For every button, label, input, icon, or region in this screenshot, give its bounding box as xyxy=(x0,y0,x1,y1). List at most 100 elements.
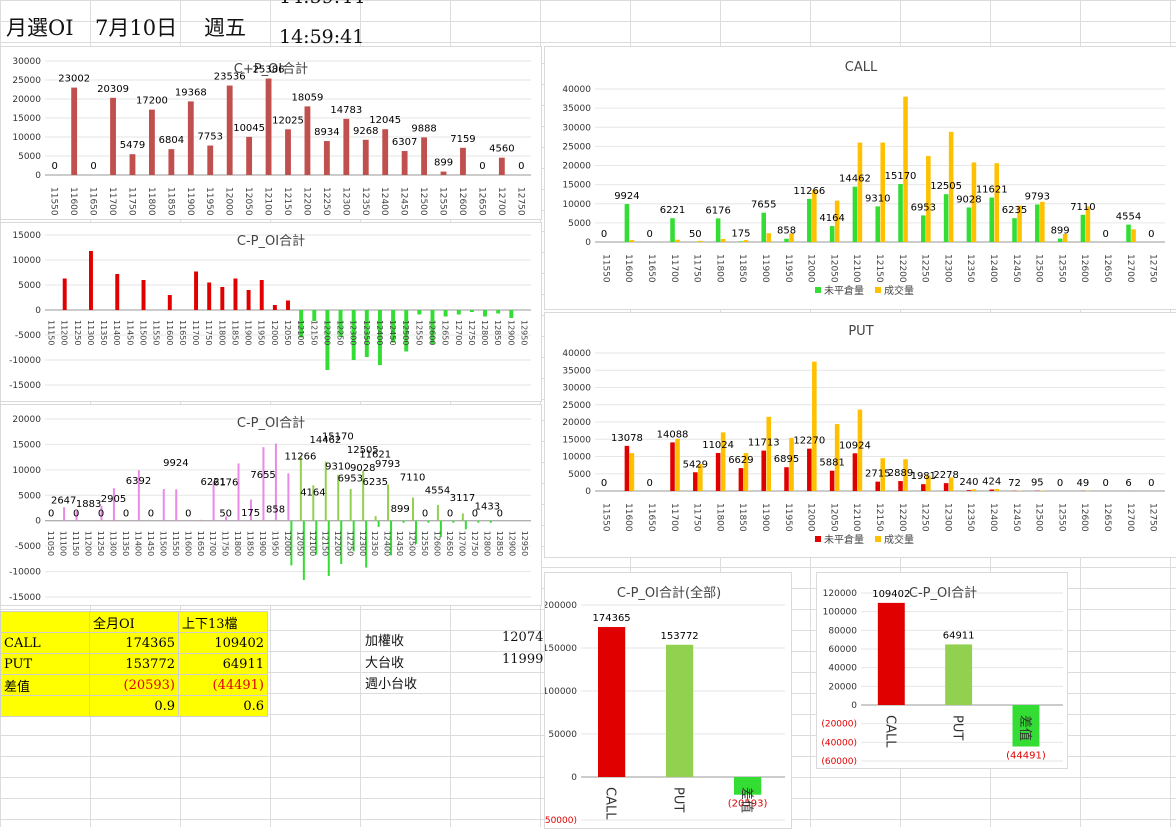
data-label: 7655 xyxy=(751,200,776,211)
data-label: 12270 xyxy=(793,436,825,447)
x-tick-label: 12600 xyxy=(1079,503,1089,532)
x-tick-label: 11850 xyxy=(737,503,747,532)
x-tick-label: 11050 xyxy=(46,531,55,556)
data-label: 11713 xyxy=(748,438,780,449)
time-label: 14:59:41 xyxy=(279,26,364,48)
data-label: 7110 xyxy=(1070,202,1095,213)
cell-value[interactable]: 174365 xyxy=(90,633,179,654)
cell-value[interactable]: 0.6 xyxy=(179,696,268,717)
legend-swatch xyxy=(875,287,881,293)
x-tick-label: 11750 xyxy=(204,320,213,345)
y-tick-label: 10000 xyxy=(12,466,41,476)
data-label: 899 xyxy=(391,504,410,515)
legend-label: 成交量 xyxy=(884,533,914,546)
y-tick-label: 40000 xyxy=(562,85,591,95)
x-tick-label: 12550 xyxy=(1056,503,1066,532)
x-tick-label: 12150 xyxy=(874,503,884,532)
x-tick-label: 12550 xyxy=(438,187,448,216)
side-value[interactable]: 12074 xyxy=(502,630,543,645)
bar xyxy=(477,521,479,523)
cell-value[interactable]: 109402 xyxy=(179,633,268,654)
x-tick-label: 11550 xyxy=(171,531,180,556)
x-tick-label: 11600 xyxy=(165,320,174,345)
bar xyxy=(675,240,680,242)
x-tick-label: 12050 xyxy=(283,320,292,345)
x-tick-label: 12000 xyxy=(806,254,816,283)
x-tick-label: 12500 xyxy=(408,531,417,556)
x-tick-label: 11750 xyxy=(126,187,136,216)
x-tick-label: 11100 xyxy=(59,531,68,556)
x-tick-label: 11600 xyxy=(183,531,192,556)
cell-value[interactable]: (20593) xyxy=(90,675,179,696)
cell-value[interactable]: 64911 xyxy=(179,654,268,675)
bar xyxy=(945,644,972,705)
chart-c-minus-p-all[interactable]: 200000150000100000500000(50000)C-P_OI合計(… xyxy=(544,572,792,829)
data-label: 0 xyxy=(98,509,104,520)
data-label: 2715 xyxy=(865,469,890,480)
x-tick-label: 11650 xyxy=(196,531,205,556)
bar xyxy=(462,513,464,520)
x-tick-label: 12150 xyxy=(320,531,329,556)
bar xyxy=(324,141,330,175)
y-tick-label: 0 xyxy=(571,773,577,783)
chart-title: C-P_OI合計 xyxy=(237,415,305,431)
x-tick-label: 12250 xyxy=(321,187,331,216)
table-row: 差值 (20593) (44491) xyxy=(1,675,268,696)
bar xyxy=(744,240,749,242)
weekday-label: 週五 xyxy=(204,12,246,42)
x-tick-label: 11950 xyxy=(783,254,793,283)
x-tick-label: 12600 xyxy=(433,531,442,556)
data-label: 6953 xyxy=(911,202,936,213)
x-tick-label: 12350 xyxy=(360,187,370,216)
data-label: 9028 xyxy=(956,194,981,205)
bar xyxy=(175,489,177,520)
x-tick-label: 11950 xyxy=(271,531,280,556)
table-row: CALL 174365 109402 xyxy=(1,633,268,654)
bar xyxy=(437,505,439,521)
bar xyxy=(807,199,812,242)
bar xyxy=(761,213,766,242)
data-label: 858 xyxy=(777,226,796,237)
x-tick-label: 12700 xyxy=(496,187,506,216)
data-label: 0 xyxy=(497,509,503,520)
x-tick-label: 12750 xyxy=(1148,503,1158,532)
bar xyxy=(402,151,408,175)
x-tick-label: 12100 xyxy=(308,531,317,556)
x-tick-label: 12350 xyxy=(965,254,975,283)
y-tick-label: 15000 xyxy=(562,181,591,191)
bar xyxy=(427,521,429,523)
data-label: 7110 xyxy=(400,473,425,484)
bar xyxy=(452,521,454,523)
x-tick-label: 12450 xyxy=(395,531,404,556)
x-tick-label: 12650 xyxy=(476,187,486,216)
bar xyxy=(63,279,67,311)
bar xyxy=(926,156,931,242)
y-tick-label: 5000 xyxy=(568,219,591,229)
cell-value[interactable]: (44491) xyxy=(179,675,268,696)
row-label xyxy=(1,696,90,717)
x-tick-label: 12200 xyxy=(322,320,331,345)
cell-value[interactable]: 0.9 xyxy=(90,696,179,717)
x-tick-label: 12450 xyxy=(388,320,397,345)
x-tick-label: 12200 xyxy=(301,187,311,216)
data-label: 0 xyxy=(1103,478,1109,489)
side-value[interactable]: 11999 xyxy=(502,652,543,667)
data-label: 6804 xyxy=(159,135,184,146)
data-label: 0 xyxy=(601,229,607,240)
y-tick-label: 60000 xyxy=(828,645,857,655)
side-label: 加權收 xyxy=(365,630,404,649)
x-tick-label: 12150 xyxy=(874,254,884,283)
bar xyxy=(994,163,999,242)
data-label: 6392 xyxy=(126,476,151,487)
bar xyxy=(807,449,812,491)
x-tick-label: 11500 xyxy=(139,320,148,345)
data-label: 8934 xyxy=(314,127,339,138)
cell-value[interactable]: 153772 xyxy=(90,654,179,675)
data-label: 6895 xyxy=(774,454,799,465)
